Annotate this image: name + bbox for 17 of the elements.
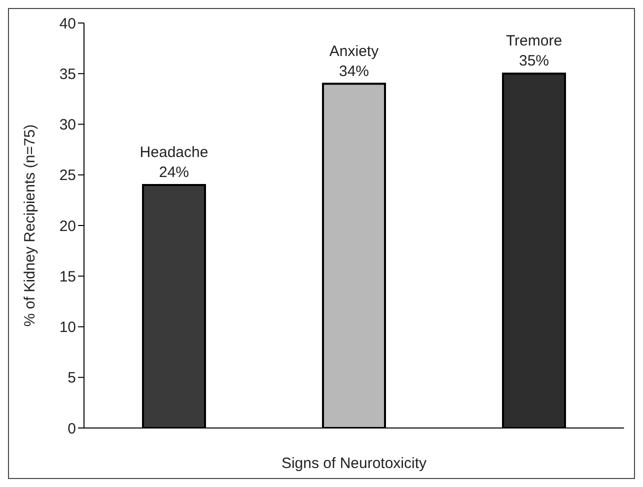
- y-tick-label: 20: [59, 218, 76, 235]
- y-tick-label: 40: [59, 15, 76, 32]
- y-tick-label: 25: [59, 167, 76, 184]
- x-axis-title: Signs of Neurotoxicity: [281, 455, 428, 472]
- y-tick-label: 5: [68, 370, 76, 387]
- y-axis-title: % of Kidney Recipients (n=75): [21, 124, 38, 327]
- x-tick-label: Tremore: [506, 32, 562, 50]
- data-label: 34%: [338, 62, 370, 80]
- y-tick-label: 15: [59, 268, 76, 286]
- y-tick-label: 35: [59, 66, 76, 83]
- data-label: 24%: [158, 164, 190, 181]
- y-tick-label: 10: [59, 319, 76, 336]
- data-label: 35%: [518, 52, 550, 70]
- x-tick-label: Anxiety: [329, 42, 380, 60]
- x-tick-label: Headache: [140, 144, 208, 161]
- y-tick-label: 0: [68, 420, 76, 438]
- y-tick-label: 30: [59, 116, 76, 134]
